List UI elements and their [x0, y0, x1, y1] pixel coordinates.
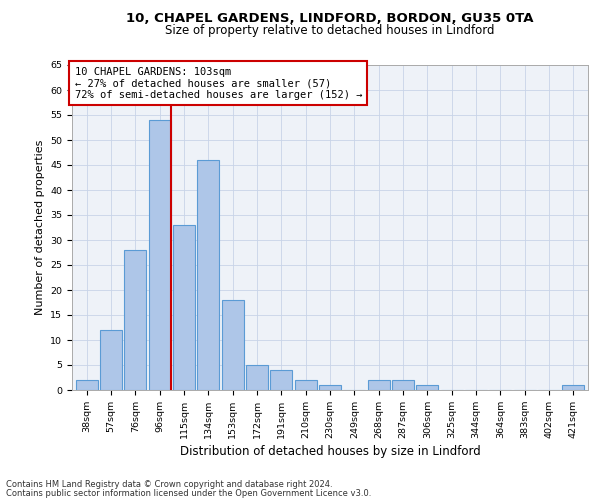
Bar: [295, 380, 317, 390]
Bar: [149, 120, 170, 390]
Bar: [271, 370, 292, 390]
Bar: [173, 225, 195, 390]
Y-axis label: Number of detached properties: Number of detached properties: [35, 140, 44, 315]
Bar: [319, 385, 341, 390]
Bar: [392, 380, 414, 390]
Bar: [124, 250, 146, 390]
Bar: [76, 380, 98, 390]
Bar: [562, 385, 584, 390]
Bar: [246, 365, 268, 390]
Bar: [416, 385, 439, 390]
Bar: [221, 300, 244, 390]
Text: Contains HM Land Registry data © Crown copyright and database right 2024.: Contains HM Land Registry data © Crown c…: [6, 480, 332, 489]
X-axis label: Distribution of detached houses by size in Lindford: Distribution of detached houses by size …: [179, 445, 481, 458]
Text: 10, CHAPEL GARDENS, LINDFORD, BORDON, GU35 0TA: 10, CHAPEL GARDENS, LINDFORD, BORDON, GU…: [126, 12, 534, 26]
Text: 10 CHAPEL GARDENS: 103sqm
← 27% of detached houses are smaller (57)
72% of semi-: 10 CHAPEL GARDENS: 103sqm ← 27% of detac…: [74, 66, 362, 100]
Text: Size of property relative to detached houses in Lindford: Size of property relative to detached ho…: [165, 24, 495, 37]
Bar: [368, 380, 389, 390]
Bar: [100, 330, 122, 390]
Text: Contains public sector information licensed under the Open Government Licence v3: Contains public sector information licen…: [6, 489, 371, 498]
Bar: [197, 160, 219, 390]
